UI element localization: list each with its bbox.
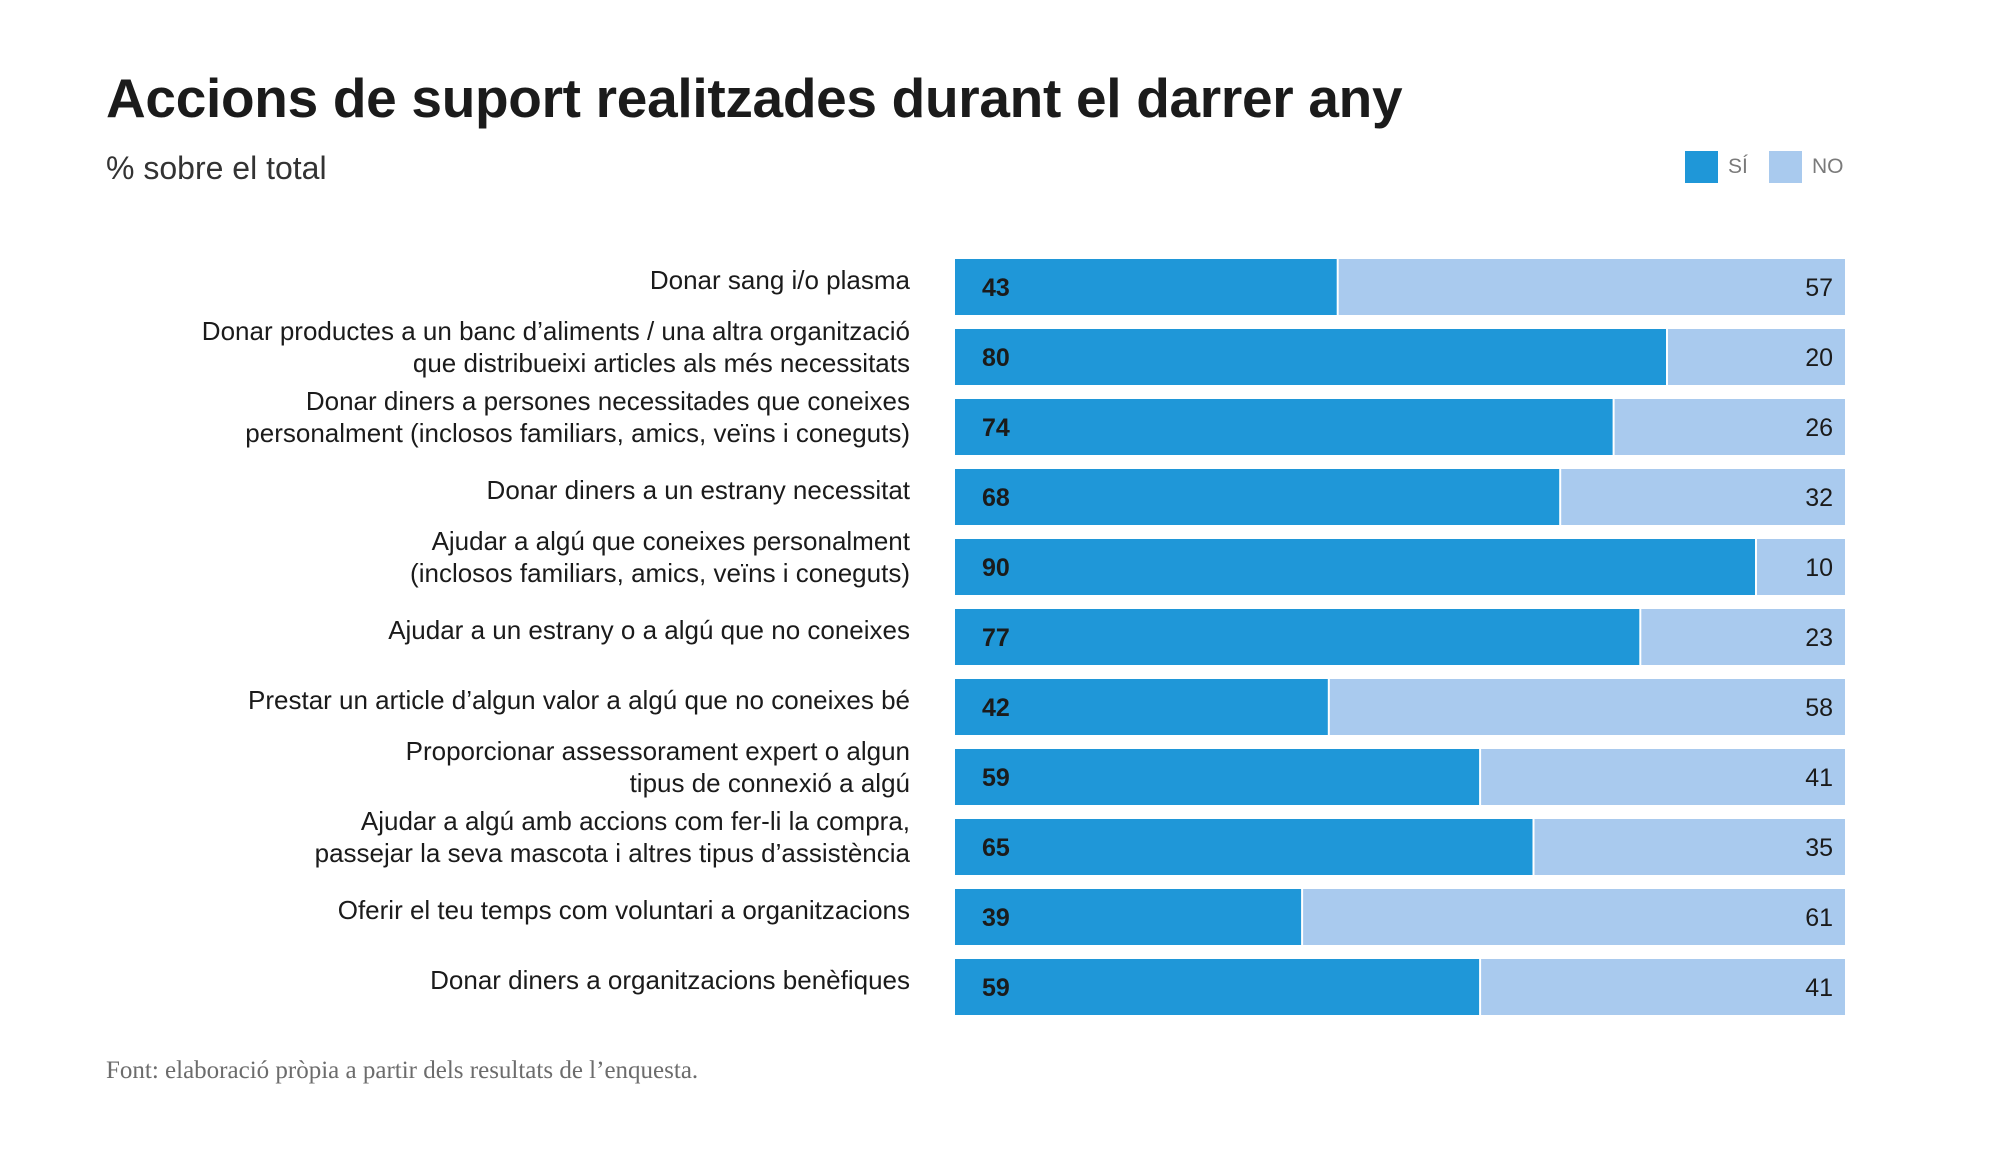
legend-label-yes: SÍ (1728, 155, 1748, 178)
bar-yes (955, 609, 1641, 665)
bar-no (1756, 539, 1845, 595)
bar-yes (955, 259, 1338, 315)
bar-no (1480, 959, 1845, 1015)
category-label: Donar diners a un estrany necessitat (487, 475, 911, 505)
chart-title: Accions de suport realitzades durant el … (106, 67, 1403, 129)
bar-yes (955, 819, 1534, 875)
value-label-yes: 59 (982, 764, 1010, 792)
value-label-no: 61 (1805, 904, 1833, 932)
bar-no (1560, 469, 1845, 525)
value-label-yes: 65 (982, 834, 1010, 862)
legend-label-no: NO (1812, 155, 1844, 178)
value-label-no: 10 (1805, 554, 1833, 582)
value-label-no: 26 (1805, 414, 1833, 442)
bar-no (1667, 329, 1845, 385)
value-label-yes: 80 (982, 344, 1010, 372)
value-label-no: 57 (1805, 274, 1833, 302)
value-label-yes: 68 (982, 484, 1010, 512)
bar-no (1613, 399, 1845, 455)
value-label-yes: 77 (982, 624, 1010, 652)
category-label: Donar sang i/o plasma (650, 265, 911, 295)
bar-yes (955, 749, 1481, 805)
bar-yes (955, 889, 1303, 945)
value-label-no: 23 (1805, 624, 1833, 652)
category-label: Ajudar a algú que coneixes personalment(… (410, 526, 911, 588)
value-label-yes: 43 (982, 274, 1010, 302)
category-label: Prestar un article d’algun valor a algú … (248, 685, 910, 715)
bar-no (1533, 819, 1845, 875)
chart-subtitle: % sobre el total (106, 150, 327, 186)
value-label-yes: 42 (982, 694, 1010, 722)
value-label-no: 20 (1805, 344, 1833, 372)
value-label-no: 41 (1805, 974, 1833, 1002)
value-label-no: 32 (1805, 484, 1833, 512)
value-label-yes: 59 (982, 974, 1010, 1002)
value-label-yes: 90 (982, 554, 1010, 582)
value-label-no: 41 (1805, 764, 1833, 792)
category-label: Proporcionar assessorament expert o algu… (406, 736, 910, 798)
category-label: Donar productes a un banc d’aliments / u… (202, 316, 910, 378)
bar-no (1302, 889, 1845, 945)
bar-yes (955, 399, 1614, 455)
category-label: Ajudar a algú amb accions com fer-li la … (315, 806, 911, 868)
bar-yes (955, 469, 1561, 525)
bar-no (1328, 679, 1845, 735)
legend-swatch-yes (1685, 151, 1718, 183)
category-label: Donar diners a persones necessitades que… (245, 386, 910, 448)
value-label-no: 58 (1805, 694, 1833, 722)
bar-yes (955, 329, 1667, 385)
source-note: Font: elaboració pròpia a partir dels re… (106, 1057, 699, 1084)
value-label-no: 35 (1805, 834, 1833, 862)
value-label-yes: 39 (982, 904, 1010, 932)
bar-yes (955, 539, 1756, 595)
bar-no (1337, 259, 1845, 315)
bar-yes (955, 679, 1329, 735)
category-label: Donar diners a organitzacions benèfiques (430, 965, 910, 995)
category-label: Ajudar a un estrany o a algú que no cone… (388, 615, 910, 645)
bar-no (1640, 609, 1845, 665)
category-label: Oferir el teu temps com voluntari a orga… (338, 895, 910, 925)
value-label-yes: 74 (982, 414, 1010, 442)
bar-yes (955, 959, 1481, 1015)
legend-swatch-no (1769, 151, 1802, 183)
bar-no (1480, 749, 1845, 805)
